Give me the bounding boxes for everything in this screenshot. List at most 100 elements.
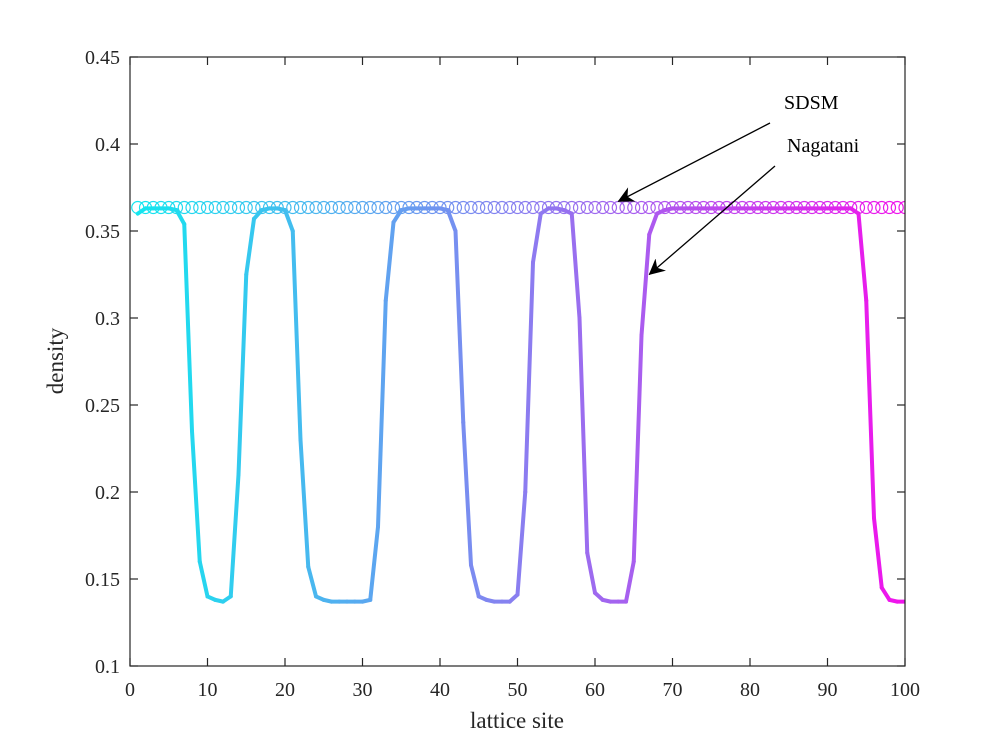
line-segment <box>228 472 241 599</box>
y-tick-label: 0.2 <box>95 482 120 504</box>
annotation-arrow <box>617 122 771 202</box>
line-segment <box>236 272 249 477</box>
data-point <box>425 200 439 215</box>
data-point <box>487 200 501 215</box>
line-segment <box>290 229 303 442</box>
annotation-arrow <box>648 165 776 276</box>
data-point <box>286 200 300 215</box>
data-point <box>603 200 618 215</box>
data-point <box>293 200 308 215</box>
data-point <box>433 200 447 215</box>
line-segment <box>453 229 466 425</box>
x-tick-label: 70 <box>663 679 683 701</box>
data-point <box>658 200 672 215</box>
data-point <box>836 200 850 215</box>
data-point <box>526 200 540 215</box>
data-point <box>193 200 207 215</box>
axes: 0 10 20 30 40 50 60 70 80 90 100 0.1 0.15 0.2 0.25 0.3 0… <box>85 47 920 701</box>
data-point <box>844 200 858 215</box>
annotations: SDSM Nagatani <box>617 92 860 276</box>
data-point <box>402 200 416 215</box>
data-point <box>169 200 184 215</box>
line-segment <box>569 211 582 320</box>
line-segment <box>461 420 473 568</box>
data-point <box>185 200 199 215</box>
y-tick-label: 0.15 <box>85 569 120 591</box>
line-segment <box>585 550 597 595</box>
data-point <box>588 200 602 215</box>
line-segment <box>391 208 404 225</box>
data-point <box>239 200 253 215</box>
x-axis-label: lattice site <box>470 708 564 733</box>
data-point <box>867 200 881 215</box>
x-tick-label: 0 <box>125 679 135 701</box>
data-point <box>138 200 153 215</box>
data-point <box>782 200 796 215</box>
data-point <box>417 200 432 215</box>
y-tick-label: 0.4 <box>95 134 120 156</box>
data-point <box>270 200 284 215</box>
line-segment <box>368 524 380 602</box>
data-point <box>720 200 734 215</box>
data-point <box>565 200 579 215</box>
data-point <box>673 200 687 215</box>
data-point <box>324 200 339 215</box>
data-point <box>751 200 765 215</box>
data-point <box>890 200 904 215</box>
data-point <box>379 200 393 215</box>
data-point <box>495 200 509 215</box>
data-point <box>766 200 780 215</box>
data-point <box>464 200 478 215</box>
data-point <box>146 200 160 215</box>
line-segment <box>469 563 481 599</box>
data-point <box>851 200 866 215</box>
x-tick-label: 50 <box>508 679 528 701</box>
data-point <box>278 200 292 215</box>
annotation-label: SDSM <box>784 92 839 114</box>
y-tick-label: 0.35 <box>85 221 120 243</box>
data-point <box>696 200 711 215</box>
line-segment <box>631 333 644 564</box>
data-point <box>162 200 176 215</box>
data-point <box>301 200 315 215</box>
y-tick-label: 0.3 <box>95 308 120 330</box>
data-point <box>363 200 377 215</box>
data-point <box>859 200 873 215</box>
line-segment <box>383 220 396 303</box>
line-segment <box>515 490 528 597</box>
line-segment <box>577 316 590 555</box>
data-point <box>309 200 323 215</box>
x-tick-label: 60 <box>585 679 605 701</box>
line-segment <box>624 559 636 604</box>
data-point <box>355 200 370 215</box>
line-segment <box>182 222 194 434</box>
x-tick-label: 20 <box>275 679 295 701</box>
data-point <box>596 200 610 215</box>
x-tick-label: 30 <box>353 679 373 701</box>
data-point <box>813 200 827 215</box>
line-segment <box>856 211 869 303</box>
data-point <box>650 200 664 215</box>
data-point <box>448 200 463 215</box>
line-segment <box>190 429 202 564</box>
data-point <box>689 200 703 215</box>
x-tick-label: 90 <box>818 679 838 701</box>
y-axis-label: density <box>43 327 68 394</box>
data-point <box>580 200 594 215</box>
data-point <box>704 200 718 215</box>
data-point <box>262 200 277 215</box>
data-point <box>774 200 788 215</box>
data-point <box>634 200 649 215</box>
x-tick-label: 40 <box>430 679 450 701</box>
data-point <box>131 200 145 215</box>
plot-area <box>131 200 905 604</box>
data-point <box>410 200 424 215</box>
data-point <box>386 200 401 215</box>
data-point <box>472 200 486 215</box>
y-tick-label: 0.1 <box>95 656 120 678</box>
data-point <box>231 200 246 215</box>
data-point <box>208 200 222 215</box>
data-point <box>665 200 680 215</box>
data-point <box>681 200 695 215</box>
